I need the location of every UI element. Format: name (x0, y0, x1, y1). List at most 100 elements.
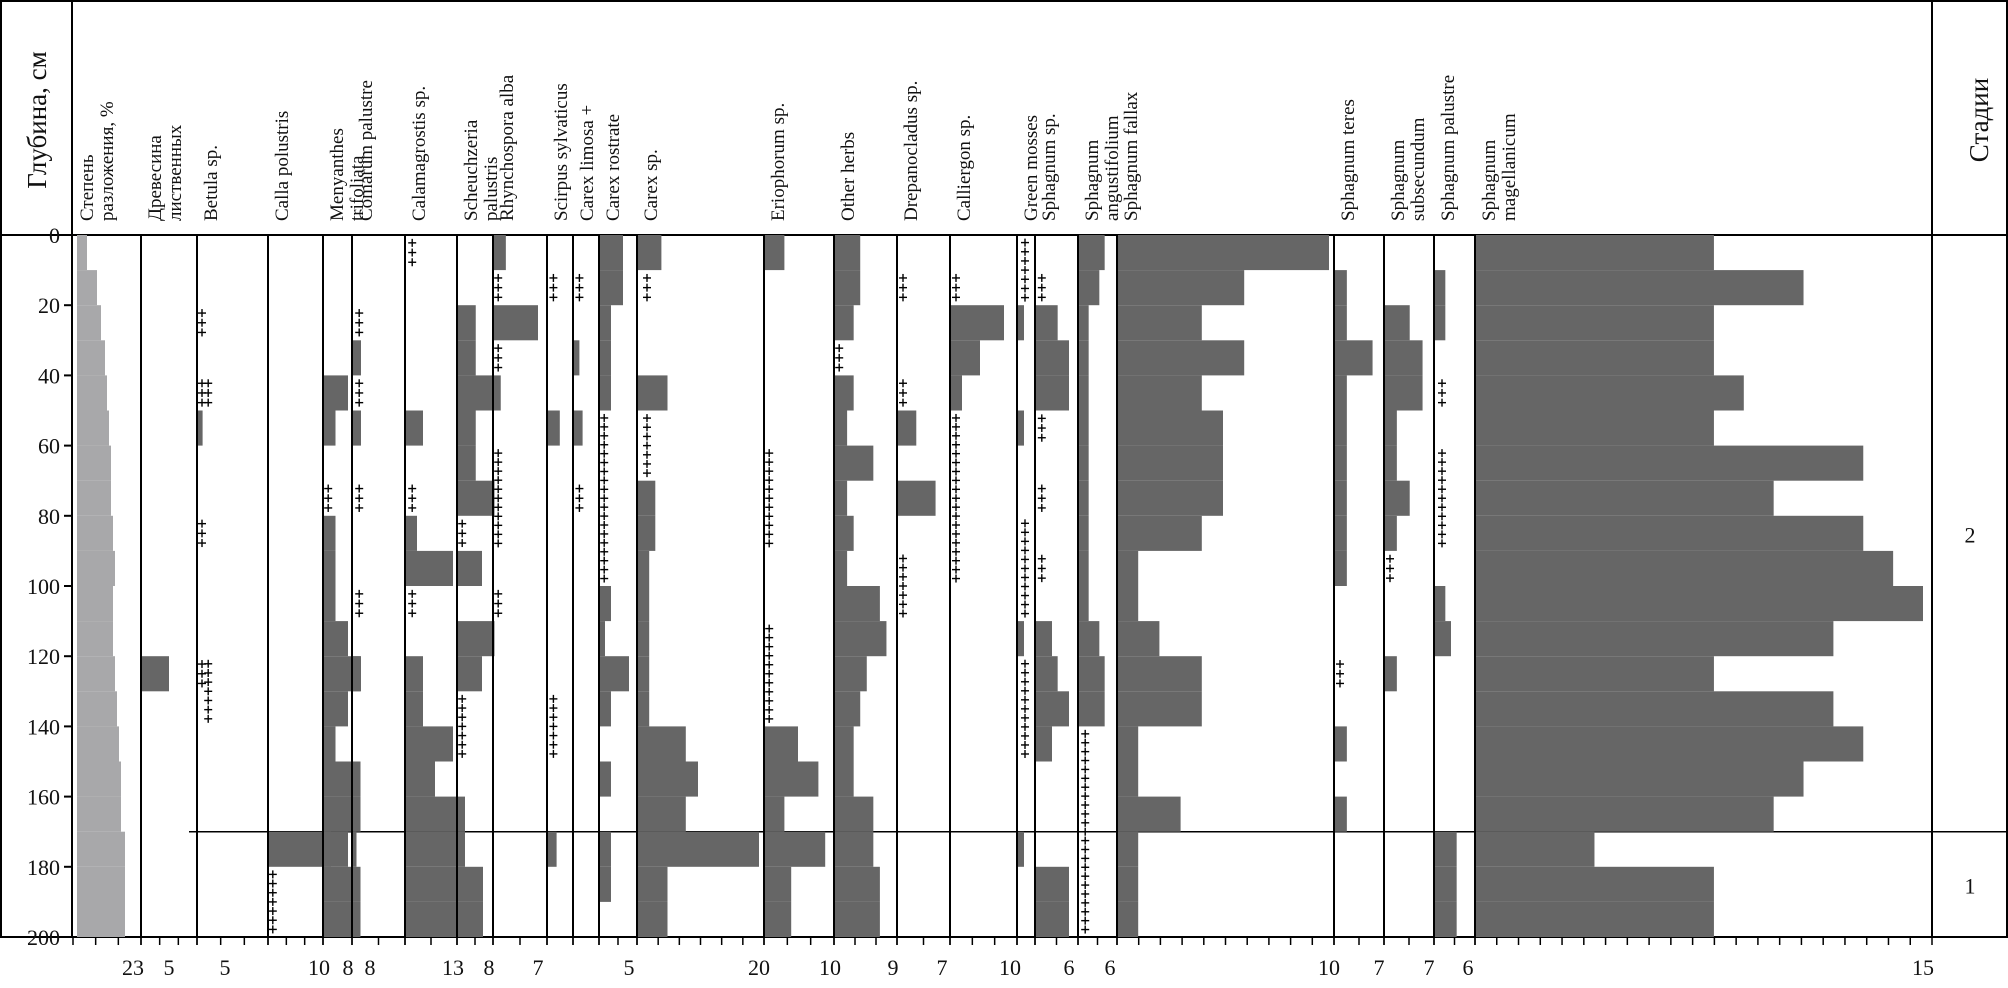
y-tick-label: 60 (38, 434, 60, 459)
column-title: Scheuchzeria (461, 119, 482, 221)
bar-segment (1078, 340, 1089, 376)
bar-segment (1035, 726, 1052, 762)
bar-segment (405, 726, 453, 762)
bar-segment (323, 866, 361, 902)
x-axis-label: 7 (1374, 955, 1385, 980)
bar-segment (1475, 796, 1774, 832)
bar-segment (1475, 691, 1834, 727)
column-title: Calamagrostis sp. (409, 86, 430, 221)
column-title: Sphagnum (1082, 140, 1103, 222)
bar-segment (1475, 866, 1714, 902)
bar-segment (1334, 726, 1347, 762)
bar-segment (1475, 726, 1864, 762)
bar-segment (950, 305, 1004, 341)
bar-segment (1334, 445, 1347, 481)
bar-segment (834, 796, 874, 832)
bar-segment (323, 410, 336, 446)
bar-segment (637, 480, 656, 516)
bar-segment (1035, 375, 1069, 411)
bar-segment (1078, 586, 1089, 622)
decomposition-bar (77, 340, 105, 376)
x-axis-label: 7 (937, 955, 948, 980)
bar-segment (599, 761, 611, 797)
x-axis-label: 10 (819, 955, 841, 980)
decomposition-bar (77, 305, 101, 341)
column-title: Древесина (145, 135, 166, 221)
bar-segment (1117, 410, 1223, 446)
bar-segment (834, 515, 854, 551)
x-axis-label: 5 (164, 955, 175, 980)
bar-segment (834, 656, 867, 692)
bar-segment (405, 515, 417, 551)
x-axis-label: 10 (308, 955, 330, 980)
decomposition-bar (77, 796, 121, 832)
bar-segment (599, 340, 611, 376)
bar-segment (547, 410, 560, 446)
bar-segment (1035, 305, 1058, 341)
y-tick-label: 120 (27, 644, 60, 669)
bar-segment (1078, 515, 1089, 551)
bar-segment (1475, 480, 1774, 516)
bar-segment (1384, 375, 1423, 411)
bar-segment (1117, 901, 1139, 937)
bar-segment (1078, 691, 1105, 727)
column-title: Sphagnum teres (1338, 99, 1359, 221)
bar-segment (1475, 831, 1595, 867)
y-tick-label: 140 (27, 714, 60, 739)
bar-segment (323, 761, 361, 797)
bar-segment (764, 761, 819, 797)
bar-segment (141, 656, 169, 692)
bar-segment (897, 480, 936, 516)
bar-segment (834, 235, 861, 271)
bar-segment (1117, 305, 1202, 341)
x-axis-label: 10 (999, 955, 1021, 980)
bar-segment (1475, 656, 1714, 692)
bar-segment (1035, 866, 1069, 902)
bar-segment (1384, 656, 1397, 692)
bar-segment (1434, 305, 1446, 341)
bar-segment (637, 796, 686, 832)
column-title: Sphagnum sp. (1039, 113, 1060, 221)
bar-segment (457, 656, 482, 692)
bar-segment (268, 831, 331, 867)
bar-segment (1035, 901, 1069, 937)
column-title: Eriophorum sp. (768, 103, 789, 221)
x-axis-label: 20 (748, 955, 770, 980)
bar-segment (1017, 621, 1024, 657)
decomposition-bar (77, 515, 113, 551)
column-title: magellanicum (1499, 113, 1520, 221)
bar-segment (637, 375, 668, 411)
bar-segment (1434, 866, 1457, 902)
column-title: Other herbs (838, 132, 859, 221)
bar-segment (1334, 796, 1347, 832)
bar-segment (637, 621, 650, 657)
bar-segment (457, 550, 482, 586)
bar-segment (1384, 410, 1397, 446)
bar-segment (834, 901, 880, 937)
bar-segment (352, 656, 361, 692)
x-axis-label: 7 (1424, 955, 1435, 980)
decomposition-bar (77, 726, 119, 762)
bar-segment (1117, 796, 1181, 832)
bar-segment (405, 410, 423, 446)
column-title: Rhynchospora alba (497, 74, 518, 221)
bar-segment (457, 410, 476, 446)
bar-segment (1475, 375, 1744, 411)
column-title: subsecundum (1408, 117, 1429, 221)
x-axis-label: 5 (220, 955, 231, 980)
y-tick-label: 80 (38, 504, 60, 529)
bar-segment (764, 726, 798, 762)
column-title: Calla polustris (272, 111, 293, 221)
bar-segment (1035, 340, 1069, 376)
bar-segment (599, 831, 611, 867)
bar-segment (457, 445, 476, 481)
bar-segment (637, 691, 650, 727)
x-axis-label: 15 (1912, 955, 1934, 980)
bar-segment (1117, 550, 1139, 586)
bar-segment (637, 901, 668, 937)
bar-segment (323, 796, 361, 832)
bar-segment (1117, 445, 1223, 481)
bar-segment (1384, 515, 1397, 551)
